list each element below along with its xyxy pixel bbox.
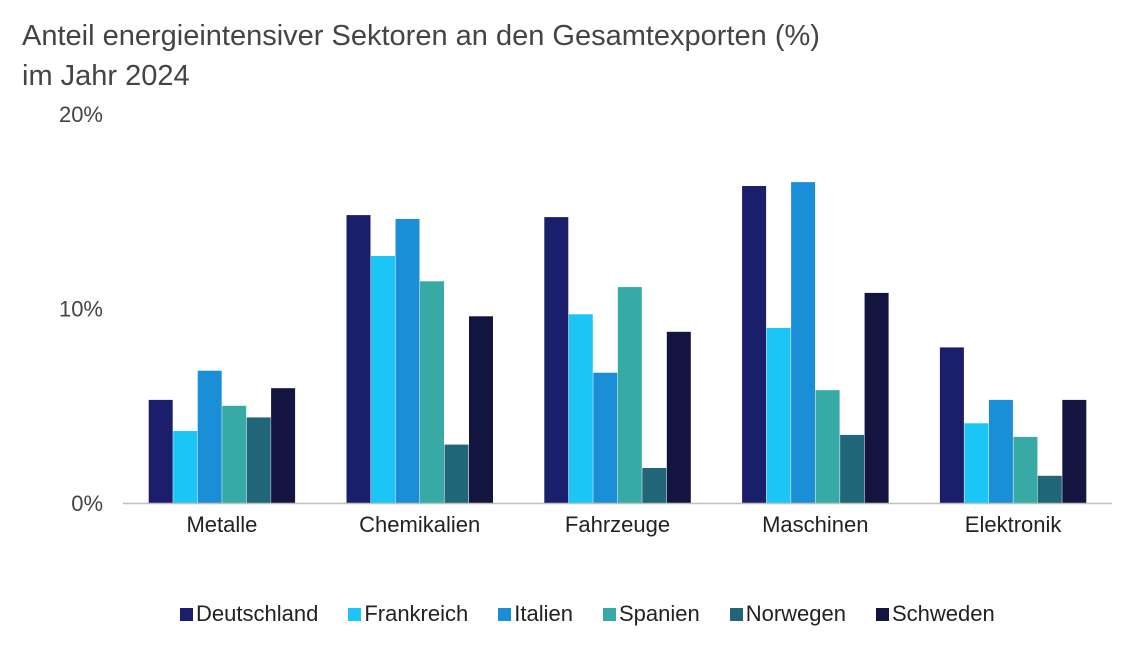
bar-frankreich-chemikalien <box>371 256 395 503</box>
legend-swatch <box>348 607 362 621</box>
legend-swatch <box>180 607 193 621</box>
chart-subtitle: im Jahr 2024 <box>22 60 190 92</box>
bar-frankreich-fahrzeuge <box>568 314 593 503</box>
legend-item-norwegen: Norwegen <box>729 601 846 627</box>
legend-item-schweden: Schweden <box>875 601 995 627</box>
bar-spanien-fahrzeuge <box>617 287 642 503</box>
chart-title-block: Anteil energieintensiver Sektoren an den… <box>22 16 1122 96</box>
y-tick-label: 10% <box>59 297 103 322</box>
legend-swatch <box>875 607 889 621</box>
bar-spanien-elektronik <box>1013 436 1038 503</box>
bar-norwegen-chemikalien <box>444 444 469 503</box>
bar-italien-maschinen <box>791 182 816 503</box>
bar-deutschland-elektronik <box>939 347 964 503</box>
bar-schweden-maschinen <box>864 292 889 503</box>
legend-item-italien: Italien <box>498 601 573 627</box>
x-category-label: Chemikalien <box>359 512 480 537</box>
bar-schweden-elektronik <box>1062 399 1087 503</box>
bar-schweden-metalle <box>271 388 296 503</box>
bar-deutschland-fahrzeuge <box>544 217 569 503</box>
chart-legend: Deutschland Frankreich Italien Spanien Norwe… <box>180 598 995 630</box>
legend-label: Norwegen <box>745 601 846 626</box>
x-category-label: Metalle <box>186 512 257 537</box>
bar-italien-metalle <box>197 370 222 503</box>
bar-spanien-metalle <box>222 405 247 504</box>
legend-swatch <box>602 607 616 621</box>
legend-swatch <box>498 607 512 621</box>
bar-deutschland-chemikalien <box>346 215 371 503</box>
bar-frankreich-metalle <box>173 431 198 503</box>
legend-item-spanien: Spanien <box>602 601 700 627</box>
bar-italien-fahrzeuge <box>593 372 618 503</box>
legend-label: Spanien <box>618 601 700 626</box>
legend-label: Deutschland <box>196 601 319 626</box>
x-category-label: Elektronik <box>965 512 1063 537</box>
bar-italien-elektronik <box>988 399 1013 503</box>
y-tick-label: 20% <box>59 102 103 127</box>
legend-label: Schweden <box>891 601 995 626</box>
bar-schweden-fahrzeuge <box>666 331 691 503</box>
legend-swatch <box>729 607 743 621</box>
y-tick-label: 0% <box>71 491 103 516</box>
x-category-label: Fahrzeuge <box>565 512 670 537</box>
chart-title: Anteil energieintensiver Sektoren an den… <box>22 20 820 52</box>
bar-italien-chemikalien <box>395 219 420 503</box>
legend-label: Frankreich <box>364 601 469 626</box>
bar-spanien-maschinen <box>815 390 840 503</box>
bar-deutschland-metalle <box>148 399 173 503</box>
bar-norwegen-fahrzeuge <box>642 468 667 503</box>
bar-frankreich-elektronik <box>964 423 989 503</box>
bar-spanien-chemikalien <box>420 281 444 503</box>
bar-norwegen-metalle <box>246 417 271 503</box>
legend-item-deutschland: Deutschland <box>180 601 318 627</box>
bar-norwegen-maschinen <box>840 434 865 503</box>
x-category-label: Maschinen <box>762 512 868 537</box>
bar-frankreich-maschinen <box>766 327 791 503</box>
legend-item-frankreich: Frankreich <box>348 601 468 627</box>
bar-norwegen-elektronik <box>1037 475 1062 503</box>
legend-label: Italien <box>514 601 573 626</box>
bar-deutschland-maschinen <box>742 186 767 503</box>
bar-schweden-chemikalien <box>469 316 493 503</box>
